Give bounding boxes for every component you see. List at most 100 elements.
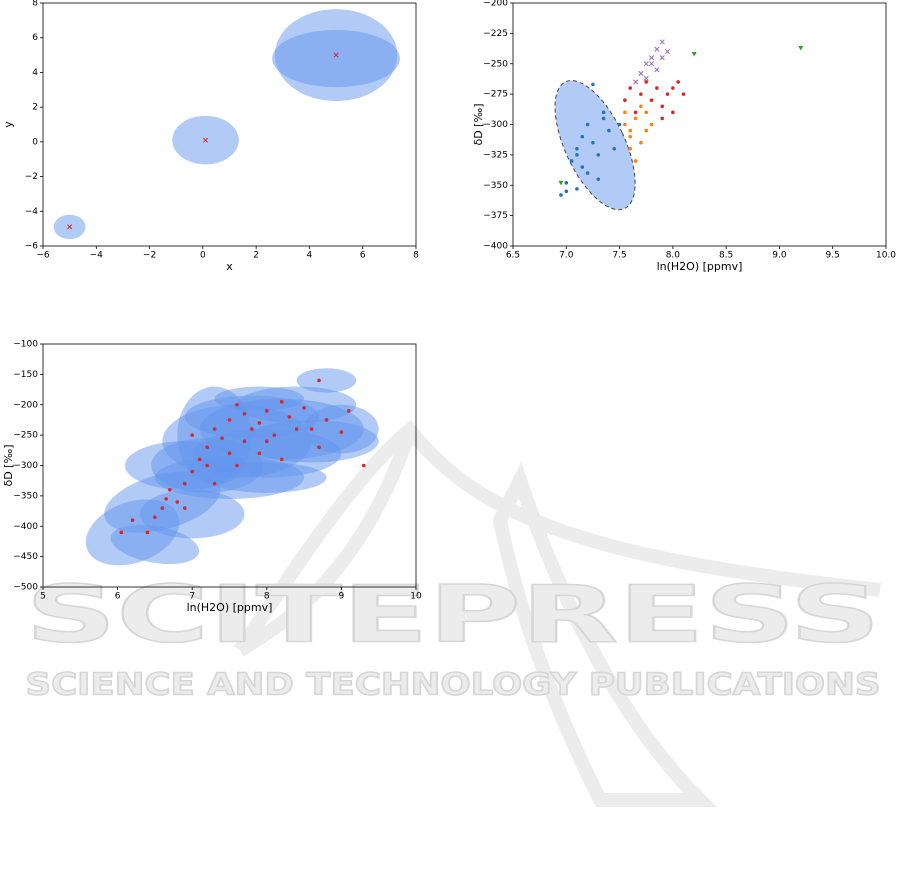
point xyxy=(633,116,638,121)
point xyxy=(279,399,284,404)
point xyxy=(681,92,686,96)
point xyxy=(648,61,655,67)
chart-panel: 5 6 7 8 9 10 −500 −450 −400 −350 −300 −250 −200 −150 −… xyxy=(2,340,422,615)
chart-panel: 6.5 7.0 7.5 8.0 8.5 9.0 9.5 10.0 −400 −375 −350 −32… xyxy=(472,0,896,273)
gaussian-ellipse xyxy=(214,386,305,411)
point xyxy=(660,104,664,109)
point xyxy=(242,439,247,444)
y-tick-label: 2 xyxy=(32,103,38,113)
point xyxy=(317,378,321,383)
point-stroke xyxy=(202,137,209,143)
point xyxy=(644,110,649,115)
point xyxy=(227,418,232,422)
point xyxy=(665,92,670,96)
y-tick-label: −300 xyxy=(483,120,508,130)
point xyxy=(130,518,135,522)
point xyxy=(242,412,247,416)
y-tick-label: 8 xyxy=(32,0,38,9)
x-tick-label: 8 xyxy=(413,251,419,261)
y-tick-label: −400 xyxy=(483,242,508,252)
gaussian-ellipse xyxy=(272,29,401,88)
point xyxy=(324,418,329,422)
x-tick-label: 9.0 xyxy=(772,251,787,261)
point xyxy=(591,82,595,87)
plot-area xyxy=(85,368,379,566)
y-tick-label: −275 xyxy=(483,90,508,100)
point xyxy=(659,39,665,45)
point-stroke xyxy=(638,70,644,77)
y-tick-label: −350 xyxy=(13,491,38,501)
y-axis-label: δD [‰] xyxy=(472,103,485,145)
point-stroke xyxy=(659,55,665,61)
point xyxy=(664,49,671,55)
point-stroke xyxy=(654,46,660,52)
point xyxy=(302,405,306,410)
point xyxy=(67,224,73,230)
x-axis-label: x xyxy=(226,260,233,273)
point xyxy=(585,171,590,175)
x-tick-label: 7 xyxy=(189,592,195,602)
point xyxy=(164,497,168,501)
x-tick-label: 9.5 xyxy=(826,251,840,261)
plot-area xyxy=(554,39,804,211)
point xyxy=(612,147,617,151)
point xyxy=(564,181,569,185)
point xyxy=(257,451,262,456)
gaussian-ellipse xyxy=(207,462,327,493)
point xyxy=(317,445,321,450)
point xyxy=(279,457,284,462)
point xyxy=(798,45,804,51)
y-tick-label: −325 xyxy=(483,150,508,160)
point xyxy=(361,463,366,468)
y-tick-label: 4 xyxy=(32,68,38,78)
y-tick-label: −200 xyxy=(483,0,508,9)
point xyxy=(639,92,643,96)
x-tick-label: 6.5 xyxy=(506,251,520,261)
point xyxy=(205,445,209,450)
point xyxy=(265,409,269,413)
gaussian-ellipse xyxy=(554,80,636,211)
point xyxy=(235,402,239,407)
point-stroke xyxy=(643,75,649,81)
point xyxy=(569,159,574,163)
y-tick-label: 0 xyxy=(32,137,38,147)
x-tick-label: 6 xyxy=(360,251,366,261)
point xyxy=(644,128,649,133)
y-tick-label: −350 xyxy=(483,181,508,191)
x-tick-label: −2 xyxy=(143,251,156,261)
y-axis-label: δD [‰] xyxy=(2,444,15,486)
point xyxy=(190,469,194,474)
axes-frame xyxy=(42,2,417,247)
y-tick-label: −150 xyxy=(13,370,38,380)
point xyxy=(575,153,579,157)
chart-panel: −6 −4 −2 0 2 4 6 8 −6 −4 −2 0 2 4 6 8 x y xyxy=(2,0,419,273)
y-tick-label: −6 xyxy=(25,242,39,252)
point xyxy=(648,55,655,61)
point xyxy=(119,530,124,535)
y-tick-label: −250 xyxy=(483,59,508,69)
x-tick-label: 8.5 xyxy=(719,251,733,261)
point xyxy=(202,137,209,143)
watermark-swoosh xyxy=(234,420,881,807)
x-tick-label: −4 xyxy=(90,251,104,261)
point-stroke xyxy=(654,67,660,73)
point xyxy=(633,159,638,163)
point xyxy=(643,61,649,67)
point xyxy=(644,80,649,84)
y-tick-label: 6 xyxy=(32,33,38,43)
point xyxy=(596,177,601,181)
point xyxy=(639,140,643,145)
point xyxy=(660,116,664,121)
point xyxy=(309,427,314,431)
point xyxy=(633,79,639,85)
point-stroke xyxy=(648,55,655,61)
point xyxy=(623,98,627,102)
y-tick-label: −200 xyxy=(13,400,38,410)
x-tick-label: 9 xyxy=(339,592,345,602)
point xyxy=(220,436,224,440)
point xyxy=(250,427,254,431)
point xyxy=(655,86,659,90)
point-stroke xyxy=(333,52,339,58)
point xyxy=(227,451,232,456)
